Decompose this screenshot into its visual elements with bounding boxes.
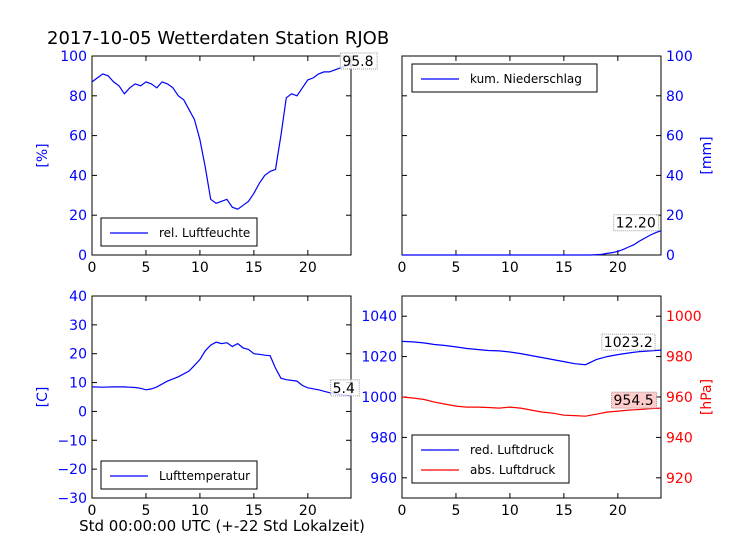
legend-label: abs. Luftdruck <box>470 463 555 477</box>
series-line <box>91 341 352 397</box>
x-tick-label: 15 <box>555 503 573 519</box>
value-annotation-box <box>613 214 660 232</box>
value-annotation-box <box>330 379 360 397</box>
y-tick-label: 0 <box>78 248 87 264</box>
x-tick-label: 20 <box>299 260 317 276</box>
value-annotation: 95.8 <box>342 54 373 70</box>
x-tick-label: 10 <box>501 503 519 519</box>
series-line <box>401 396 662 417</box>
x-tick-label: 20 <box>609 503 627 519</box>
y-tick-label: −10 <box>57 433 87 449</box>
value-annotation-box <box>611 391 658 409</box>
legend-box <box>411 434 570 484</box>
y-tick-label: 80 <box>666 89 684 105</box>
y-tick-label: 920 <box>666 471 693 487</box>
y-tick-label: 10 <box>69 376 87 392</box>
y-tick-label: 1000 <box>666 309 702 325</box>
legend-label: rel. Luftfeuchte <box>159 226 250 240</box>
x-tick-label: 10 <box>191 503 209 519</box>
y-axis-label: [mm] <box>699 136 715 174</box>
value-annotation-box <box>339 52 378 70</box>
legend-box <box>100 217 258 247</box>
y-tick-label: 20 <box>69 347 87 363</box>
legend-label: red. Luftdruck <box>470 443 554 457</box>
y-tick-label: 960 <box>666 390 693 406</box>
x-tick-label: 20 <box>609 260 627 276</box>
y-tick-label: 960 <box>370 471 397 487</box>
series-line <box>91 63 352 210</box>
y-tick-label: 80 <box>69 89 87 105</box>
value-annotation: 12.20 <box>616 216 656 232</box>
x-tick-label: 5 <box>141 503 150 519</box>
x-tick-label: 15 <box>245 503 263 519</box>
chart-pressure: 0 5 10 15 20 960 980 1000 1020 1040 920 940 960 980 10… <box>361 295 715 519</box>
legend-label: kum. Niederschlag <box>470 72 582 86</box>
y-axis-label: [%] <box>35 143 51 167</box>
figure-title: 2017-10-05 Wetterdaten Station RJOB <box>47 28 389 49</box>
plot-frame <box>91 55 352 256</box>
x-tick-label: 5 <box>141 260 150 276</box>
y-tick-label: 0 <box>78 404 87 420</box>
y-axis-label: [hPa] <box>699 379 715 415</box>
x-tick-label: 0 <box>88 503 97 519</box>
y-tick-label: 40 <box>666 168 684 184</box>
legend-box <box>411 63 598 93</box>
x-tick-label: 5 <box>451 260 460 276</box>
value-annotation: 5.4 <box>333 381 355 397</box>
x-tick-label: 0 <box>398 260 407 276</box>
y-tick-label: 100 <box>666 49 693 65</box>
y-tick-label: 980 <box>370 430 397 446</box>
x-tick-label: 0 <box>88 260 97 276</box>
x-tick-label: 10 <box>501 260 519 276</box>
y-tick-label: −20 <box>57 462 87 478</box>
x-tick-label: 15 <box>555 260 573 276</box>
x-tick-label: 0 <box>398 503 407 519</box>
y-tick-label: 1000 <box>361 390 397 406</box>
y-tick-label: 0 <box>666 248 675 264</box>
y-tick-label: 40 <box>69 168 87 184</box>
plot-frame <box>91 295 352 499</box>
x-axis-label: Std 00:00:00 UTC (+-22 Std Lokalzeit) <box>79 517 365 535</box>
y-tick-label: 1020 <box>361 350 397 366</box>
y-tick-label: 60 <box>69 129 87 145</box>
value-annotation: 1023.2 <box>604 335 653 351</box>
series-line <box>401 340 662 366</box>
y-tick-label: 980 <box>666 350 693 366</box>
y-tick-label: 20 <box>69 208 87 224</box>
x-tick-label: 20 <box>299 503 317 519</box>
y-tick-label: −30 <box>57 491 87 507</box>
y-tick-label: 1040 <box>361 309 397 325</box>
y-tick-label: 40 <box>69 289 87 305</box>
legend-label: Lufttemperatur <box>159 469 250 483</box>
y-tick-label: 940 <box>666 430 693 446</box>
y-tick-label: 30 <box>69 318 87 334</box>
chart-precipitation: 0 5 10 15 20 0 20 40 60 80 100 [mm] 12.20 kum. Nieder… <box>398 49 715 276</box>
series-line <box>402 230 662 256</box>
x-tick-label: 10 <box>191 260 209 276</box>
value-annotation-box <box>601 333 656 351</box>
legend-box <box>100 460 258 490</box>
y-tick-label: 100 <box>60 49 87 65</box>
y-axis-label: [C] <box>35 387 51 408</box>
x-tick-label: 5 <box>451 503 460 519</box>
x-tick-label: 15 <box>245 260 263 276</box>
chart-humidity: 0 5 10 15 20 0 20 40 60 80 100 [%] 95.8 rel. Luftfeuc… <box>35 49 378 276</box>
y-tick-label: 60 <box>666 129 684 145</box>
value-annotation: 954.5 <box>614 393 654 409</box>
chart-temperature: 0 5 10 15 20 −30 −20 −10 0 10 20 30 40 [C] 5.4 Lufttemp… <box>35 289 360 519</box>
y-tick-label: 20 <box>666 208 684 224</box>
